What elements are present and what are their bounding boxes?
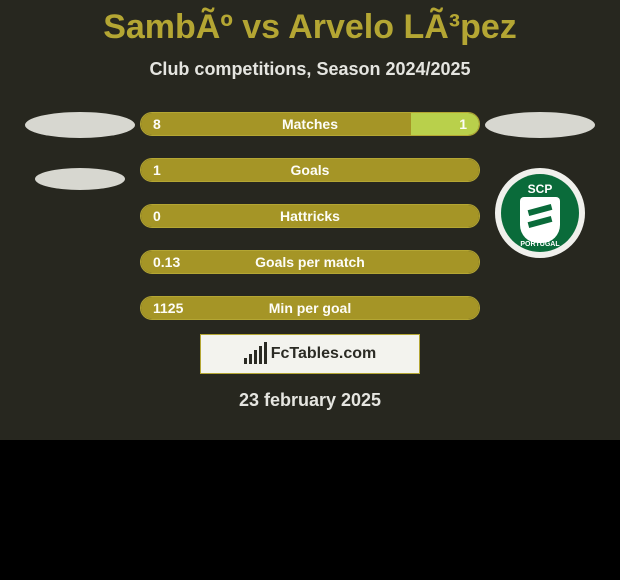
stat-bar-left-fill [141,159,479,181]
crest-shield [520,197,560,243]
body-row: 81Matches 1Goals 0Hattricks 0.13Goals per m… [0,112,620,320]
stat-bar-left-fill [141,113,411,135]
right-team-placeholder [485,112,595,138]
crest-stripe [528,216,553,228]
stat-bar-left-fill [141,205,479,227]
card-date: 23 february 2025 [239,390,381,411]
brand-bar-icon-bar [244,358,247,364]
brand-text: FcTables.com [271,345,377,363]
stat-bar-left-fill [141,251,479,273]
brand-bar-icon [244,344,267,364]
left-team-placeholder-1 [25,112,135,138]
comparison-card: SambÃº vs Arvelo LÃ³pez Club competition… [0,0,620,440]
crest-text-bottom: PORTUGAL [520,241,559,248]
stat-bar: 0.13Goals per match [140,250,480,274]
left-team-placeholder-2 [35,168,125,190]
left-team-col [20,112,140,320]
crest-text-top: SCP [528,182,553,196]
stat-bar: 81Matches [140,112,480,136]
brand-bar-icon-bar [254,350,257,364]
stat-bar: 0Hattricks [140,204,480,228]
brand-bar-icon-bar [259,346,262,364]
brand-bar-icon-bar [249,354,252,364]
stat-bar: 1Goals [140,158,480,182]
brand-bar-icon-bar [264,342,267,364]
right-team-crest: SCP PORTUGAL [495,168,585,258]
card-subtitle: Club competitions, Season 2024/2025 [149,59,470,80]
stat-bar-right-fill [411,113,479,135]
crest-stripe [528,204,553,216]
stat-bar-left-fill [141,297,479,319]
right-team-col: SCP PORTUGAL [480,112,600,320]
crest-inner: SCP PORTUGAL [501,174,579,252]
brand-box: FcTables.com [200,334,420,374]
stat-bars: 81Matches 1Goals 0Hattricks 0.13Goals per m… [140,112,480,320]
stat-bar: 1125Min per goal [140,296,480,320]
card-title: SambÃº vs Arvelo LÃ³pez [103,8,517,47]
